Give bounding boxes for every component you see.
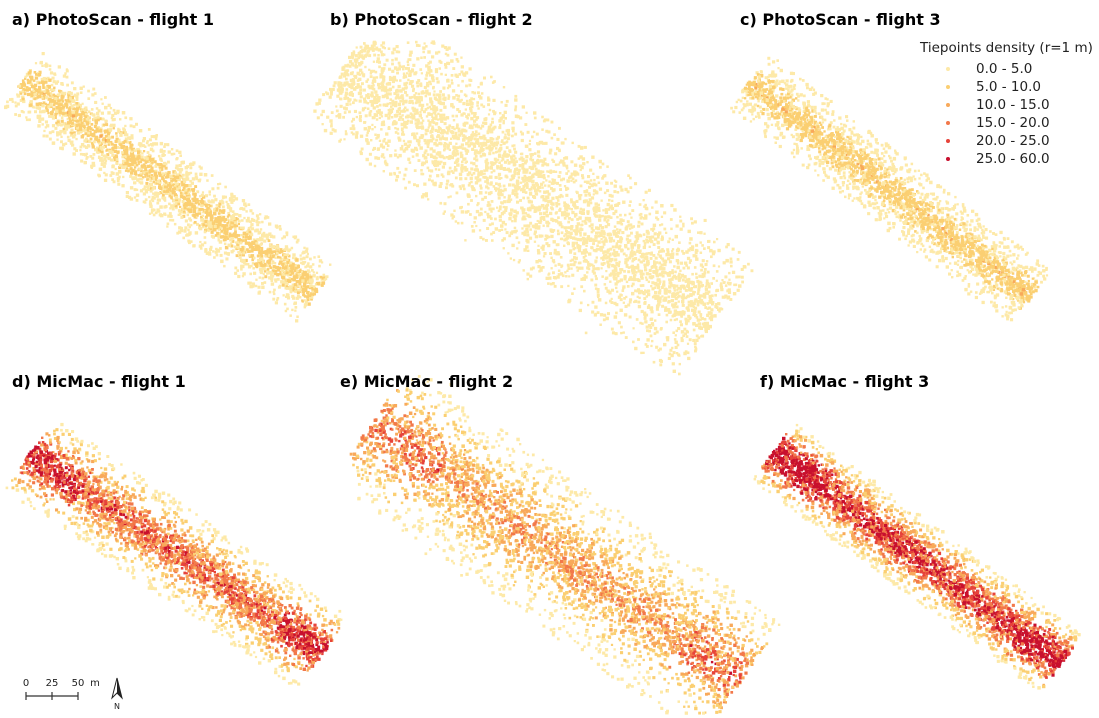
legend-swatch xyxy=(946,67,950,71)
legend-row: 20.0 - 25.0 xyxy=(946,132,1093,150)
density-strip-f xyxy=(753,423,1081,690)
panel-title-b: b) PhotoScan - flight 2 xyxy=(330,10,533,29)
panel-title-c: c) PhotoScan - flight 3 xyxy=(740,10,941,29)
density-strip-c xyxy=(730,56,1049,322)
scale-tick-label: 25 xyxy=(46,678,59,689)
north-label: N xyxy=(114,702,120,711)
density-strip-d xyxy=(5,422,343,686)
legend-label: 10.0 - 15.0 xyxy=(976,97,1050,113)
legend-row: 10.0 - 15.0 xyxy=(946,96,1093,114)
legend-swatch xyxy=(946,121,950,125)
legend-swatch xyxy=(946,103,950,107)
legend-label: 20.0 - 25.0 xyxy=(976,133,1050,149)
panel-title-d: d) MicMac - flight 1 xyxy=(12,372,186,391)
panel-title-a: a) PhotoScan - flight 1 xyxy=(12,10,214,29)
density-strip-a xyxy=(4,52,332,323)
legend-label: 5.0 - 10.0 xyxy=(976,79,1041,95)
scale-tick-label: 0 xyxy=(23,678,29,689)
legend-row: 15.0 - 20.0 xyxy=(946,114,1093,132)
density-strip-b xyxy=(313,40,754,376)
legend-row: 25.0 - 60.0 xyxy=(946,150,1093,168)
legend: Tiepoints density (r=1 m) 0.0 - 5.0 5.0 … xyxy=(920,40,1093,168)
legend-swatch xyxy=(946,139,950,143)
legend-label: 25.0 - 60.0 xyxy=(976,151,1050,167)
scale-bar: 0 25 50 m N xyxy=(23,677,123,711)
panel-title-e: e) MicMac - flight 2 xyxy=(340,372,514,391)
legend-row: 5.0 - 10.0 xyxy=(946,78,1093,96)
north-arrow-icon xyxy=(111,677,123,700)
density-strip-e xyxy=(349,375,781,715)
scale-unit-label: m xyxy=(90,678,100,689)
scale-tick-label: 50 xyxy=(72,678,85,689)
legend-label: 0.0 - 5.0 xyxy=(976,61,1033,77)
legend-title: Tiepoints density (r=1 m) xyxy=(920,40,1093,56)
legend-swatch xyxy=(946,85,950,89)
legend-row: 0.0 - 5.0 xyxy=(946,60,1093,78)
legend-swatch xyxy=(946,157,950,161)
legend-label: 15.0 - 20.0 xyxy=(976,115,1050,131)
panel-title-f: f) MicMac - flight 3 xyxy=(760,372,930,391)
